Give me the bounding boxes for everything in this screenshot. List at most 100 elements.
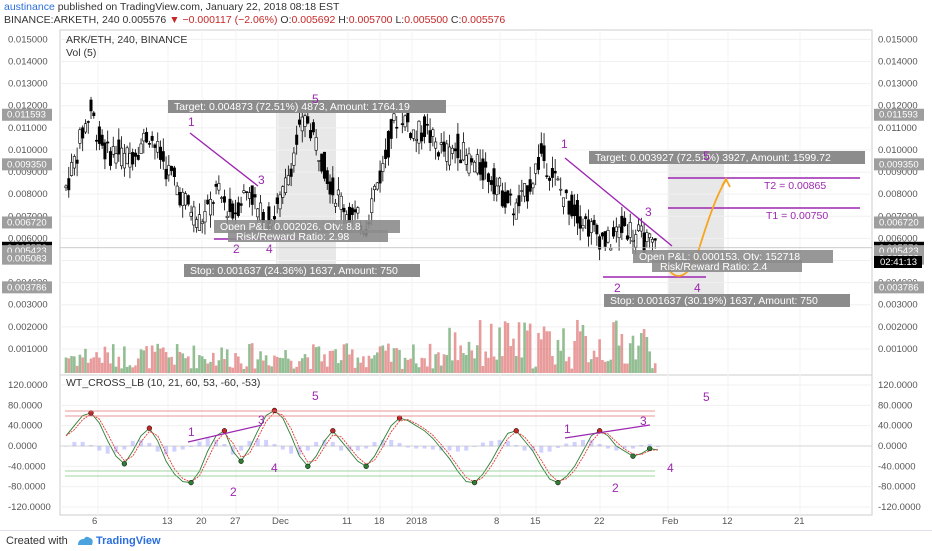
volume-bar — [637, 345, 640, 373]
volume-bar — [245, 366, 248, 373]
chart-canvas[interactable]: ARK/ETH, 240, BINANCE Vol (5) WT_CROSS_L… — [0, 0, 932, 530]
wave-label-1a: 1 — [188, 115, 195, 129]
volume-bar — [384, 350, 387, 373]
candle-body — [486, 173, 490, 182]
volume-bar — [617, 345, 621, 373]
candle-body — [217, 183, 221, 191]
volume-bar — [181, 353, 185, 373]
candle-body — [95, 139, 99, 142]
candle-body — [103, 142, 107, 160]
candle-body — [567, 200, 571, 215]
candle-body — [589, 221, 593, 233]
volume-bar — [539, 339, 543, 373]
candle-body — [378, 170, 382, 184]
volume-bar — [173, 364, 176, 373]
wt-cross-dot — [188, 479, 194, 486]
change-value: −0.000117 (−2.06%) — [182, 14, 278, 26]
candle-body — [314, 137, 318, 151]
volume-bar — [334, 349, 337, 373]
candle-body — [131, 152, 135, 165]
candle-body — [470, 158, 474, 163]
wt-cross-dot — [555, 479, 561, 486]
volume-bar — [103, 346, 107, 373]
wt-histogram-bar — [647, 443, 652, 447]
candle-body — [428, 130, 432, 143]
x-axis[interactable]: 6 13 20 27 Dec 11 18 2018 8 15 22 Feb 12 21 — [92, 516, 805, 527]
volume-bar — [136, 358, 140, 373]
candle-body — [111, 146, 115, 155]
volume-bar — [592, 350, 596, 373]
t2-label: T2 = 0.00865 — [764, 180, 826, 192]
candle-body — [350, 207, 354, 215]
main-pane-title: ARK/ETH, 240, BINANCE — [66, 34, 187, 46]
volume-bar — [412, 344, 415, 373]
volume-bar — [595, 357, 599, 373]
candle-body — [464, 155, 468, 165]
candle-body — [170, 166, 174, 171]
candle-body — [156, 141, 160, 153]
volume-bar — [167, 357, 171, 373]
candle-body — [628, 222, 632, 238]
wt-histogram-bar — [614, 446, 619, 451]
volume-bar — [281, 358, 285, 373]
candle-body — [184, 193, 188, 206]
price-label-left-text: 0.011593 — [7, 110, 46, 121]
volume-bar — [581, 324, 585, 373]
price-label-left-text: 0.005423 — [7, 246, 47, 257]
wt-cross-dot — [121, 461, 128, 467]
author-link[interactable]: austinance — [4, 1, 55, 13]
candle-body — [475, 154, 479, 174]
candle-body — [414, 138, 418, 141]
candle-body — [595, 224, 599, 235]
volume-bar — [164, 352, 168, 373]
volume-bar — [298, 361, 301, 373]
volume-bar — [651, 368, 654, 373]
volume-bar — [362, 356, 365, 373]
wt-histogram-bar — [472, 446, 477, 447]
volume-bar — [239, 363, 243, 373]
volume-bar — [267, 365, 271, 373]
candle-body — [97, 126, 101, 144]
volume-bar — [503, 321, 507, 373]
volume-bar — [559, 350, 563, 373]
candle-body — [106, 141, 110, 144]
candle-body — [86, 121, 90, 123]
candle-body — [328, 181, 332, 195]
candle-body — [498, 177, 502, 187]
volume-bar — [459, 345, 462, 373]
volume-bar — [542, 326, 546, 373]
volume-bar — [420, 357, 424, 373]
candle-body — [178, 192, 182, 206]
candle-body — [495, 185, 499, 195]
tradingview-brand-link[interactable]: TradingView — [96, 535, 161, 547]
candle-body — [206, 199, 210, 205]
volume-bar — [487, 357, 490, 373]
price-label-right-text: 0.009350 — [879, 159, 919, 170]
publish-line: austinance published on TradingView.com,… — [4, 1, 339, 14]
main-pane[interactable] — [59, 29, 873, 376]
candle-body — [614, 226, 618, 232]
volume-bar — [195, 368, 198, 373]
volume-bar — [189, 368, 193, 373]
candle-body — [403, 115, 407, 128]
wt-histogram-bar — [305, 446, 310, 451]
volume-bar — [278, 357, 282, 373]
svg-text:Target: 0.003927 (72.51%) 3927: Target: 0.003927 (72.51%) 3927, Amount: … — [595, 152, 831, 164]
volume-bar — [389, 361, 393, 373]
candle-body — [539, 143, 543, 154]
price-labels: 0.0115930.0093500.0067200.0055760.005423… — [2, 108, 924, 294]
volume-bar — [117, 356, 121, 373]
volume-bar — [212, 352, 215, 373]
volume-bar — [148, 368, 151, 373]
wt-histogram-bar — [605, 446, 610, 449]
candle-body — [150, 135, 154, 141]
volume-bar — [214, 365, 218, 373]
wave-label-3a: 3 — [258, 173, 265, 187]
volume-bar — [159, 348, 162, 373]
volume-bar — [186, 356, 190, 373]
indicator-pane[interactable] — [59, 374, 873, 516]
svg-text:Risk/Reward Ratio: 2.4: Risk/Reward Ratio: 2.4 — [660, 261, 768, 273]
candle-body — [436, 152, 440, 157]
wt-histogram-bar — [130, 440, 135, 447]
